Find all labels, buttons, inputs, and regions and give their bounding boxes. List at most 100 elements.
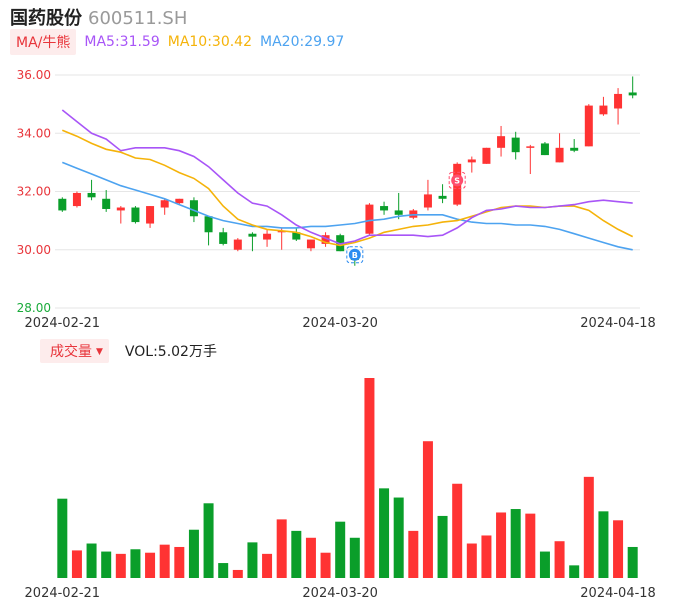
candle-body [423, 194, 432, 208]
buy-marker [348, 248, 361, 261]
candle-body [233, 239, 242, 250]
volume-bar [57, 498, 68, 578]
caret-down-icon: ▼ [96, 347, 103, 357]
candle-body [204, 216, 213, 233]
volume-bar [320, 552, 331, 578]
candle-body [482, 147, 491, 164]
volume-bar [203, 503, 214, 578]
volume-x-tick-label: 2024-02-21 [25, 586, 101, 601]
volume-bar [437, 515, 448, 578]
volume-legend: 成交量 ▼ VOL:5.02万手 [40, 339, 217, 363]
candle-body [394, 210, 403, 215]
volume-bar [364, 378, 375, 578]
volume-bar [554, 541, 565, 578]
candle-body [584, 105, 593, 147]
x-tick-label: 2024-04-18 [580, 316, 656, 331]
volume-bar [481, 535, 492, 578]
candle-body [189, 200, 198, 217]
volume-bar [613, 520, 624, 578]
buy-marker-label: B [352, 251, 358, 260]
stock-code: 600511.SH [88, 8, 188, 29]
candle-body [248, 233, 257, 237]
candle-body [570, 147, 579, 151]
buy-marker-frame [346, 246, 364, 264]
volume-bar [276, 519, 287, 578]
volume-bar [291, 530, 302, 578]
candle-body [116, 207, 125, 211]
candle-body [599, 105, 608, 115]
volume-indicator-selector[interactable]: 成交量 ▼ [40, 339, 109, 363]
volume-x-tick-label: 2024-03-20 [302, 586, 378, 601]
volume-bar [496, 512, 507, 578]
volume-bar [262, 553, 273, 578]
stock-title: 国药股份 600511.SH [10, 4, 187, 30]
volume-bar [247, 542, 258, 578]
candle-body [131, 207, 140, 223]
volume-bar [466, 543, 477, 578]
y-tick-label: 32.00 [17, 185, 51, 199]
candle-body [58, 198, 67, 211]
volume-bar [159, 544, 170, 578]
y-tick-label: 30.00 [17, 243, 51, 257]
volume-bar [174, 546, 185, 578]
candle-body [438, 195, 447, 199]
volume-x-tick-label: 2024-04-18 [580, 586, 656, 601]
volume-bar [71, 550, 82, 578]
candle-body [497, 136, 506, 148]
x-tick-label: 2024-03-20 [302, 316, 378, 331]
candle-body [321, 235, 330, 244]
volume-bar [218, 563, 229, 578]
candle-body [511, 137, 520, 153]
volume-bar [379, 488, 390, 578]
candle-body [555, 147, 564, 163]
ma5-line [61, 109, 633, 245]
x-tick-label: 2024-02-21 [25, 316, 101, 331]
candle-body [146, 206, 155, 224]
sell-marker-label: S [454, 176, 460, 185]
candle-body [526, 146, 535, 148]
candle-body [365, 204, 374, 234]
candle-body [219, 232, 228, 244]
candle-body [380, 206, 389, 211]
candle-body [628, 92, 637, 96]
candle-body [614, 93, 623, 109]
ma20-value: MA20:29.97 [260, 34, 345, 50]
candle-body [306, 239, 315, 249]
volume-bar [101, 551, 112, 578]
y-tick-label: 28.00 [17, 301, 51, 315]
ma5-value: MA5:31.59 [84, 34, 160, 50]
volume-bar [408, 530, 419, 578]
volume-bar [452, 483, 463, 578]
ma-legend: MA/牛熊 MA5:31.59 MA10:30.42 MA20:29.97 [10, 29, 345, 55]
ma-indicator-selector[interactable]: MA/牛熊 [10, 29, 77, 55]
volume-bar [188, 529, 199, 578]
volume-bar [598, 511, 609, 578]
volume-bar [569, 565, 580, 578]
ma10-value: MA10:30.42 [167, 34, 253, 50]
volume-bar [627, 546, 638, 578]
volume-bar [232, 569, 243, 578]
candle-body [540, 143, 549, 156]
candle-body [87, 192, 96, 198]
volume-bar [539, 551, 550, 578]
volume-value: VOL:5.02万手 [124, 344, 217, 360]
sell-marker [451, 174, 464, 187]
volume-bar [145, 552, 156, 578]
volume-bar [86, 543, 97, 578]
y-tick-label: 36.00 [17, 68, 51, 82]
candle-body [467, 159, 476, 163]
volume-bar [583, 476, 594, 578]
volume-bar [335, 521, 346, 578]
volume-bar [393, 497, 404, 578]
volume-bar [115, 553, 126, 578]
sell-marker-frame [448, 171, 466, 189]
candle-body [160, 200, 169, 208]
candle-body [263, 233, 272, 240]
volume-bar [422, 441, 433, 578]
volume-bar [305, 537, 316, 578]
volume-bar [525, 513, 536, 578]
y-tick-label: 34.00 [17, 126, 51, 140]
volume-bar [510, 509, 521, 578]
candle-body [72, 192, 81, 207]
